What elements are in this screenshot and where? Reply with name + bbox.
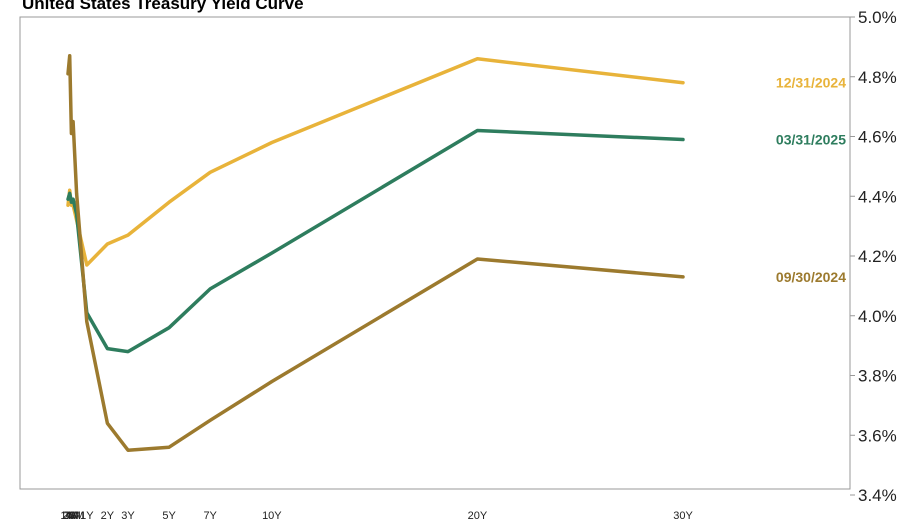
series-line [66,54,685,452]
y-tick-label: 3.4% [858,486,897,505]
y-tick-label: 4.6% [858,128,897,147]
y-tick-label: 4.4% [858,187,897,206]
x-tick-label: 3M [64,510,79,522]
series-label: 03/31/2025 [776,131,846,147]
x-tick-label: 1Y [80,510,94,522]
x-tick-label: 4M [65,510,80,522]
x-tick-label: 5Y [162,510,176,522]
x-tick-label: 7Y [203,510,217,522]
x-tick-label: 3Y [121,510,135,522]
y-tick-label: 4.0% [858,307,897,326]
plot-area-frame [19,16,851,490]
x-tick-label: 30Y [673,510,693,522]
x-tick-label: 2Y [101,510,115,522]
series-line [66,128,685,354]
x-tick-label: 20Y [468,510,488,522]
x-tick-label: 2M [62,510,77,522]
series-label: 09/30/2024 [776,269,846,285]
chart-title: United States Treasury Yield Curve [22,0,304,13]
y-tick-label: 3.8% [858,367,897,386]
x-tick-label: 6M [69,510,84,522]
y-tick-label: 4.2% [858,247,897,266]
x-tick-label: 1M [60,510,75,522]
x-tick-label: 10Y [262,510,282,522]
series-line [66,57,685,267]
series-labels: 12/31/2024 03/31/2025 09/30/2024 [776,75,846,285]
y-axis: 5.0% 4.8% 4.6% 4.4% 4.2% 4.0% 3.8% 3.6% 3.4% [850,8,897,505]
y-tick-label: 4.8% [858,68,897,87]
y-tick-label: 3.6% [858,426,897,445]
series-lines [66,54,685,452]
y-tick-label: 5.0% [858,8,897,27]
series-label: 12/31/2024 [776,75,846,91]
